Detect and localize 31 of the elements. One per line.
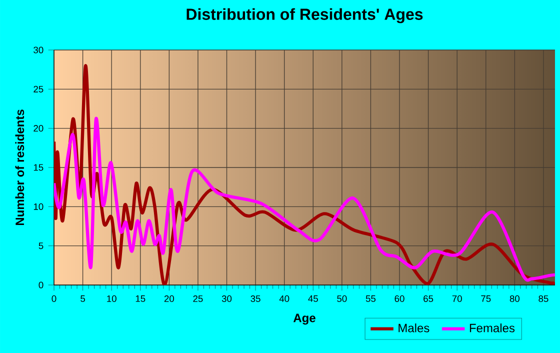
x-tick-label: 25 [193,295,203,302]
y-tick-label: 5 [38,242,44,250]
x-tick-label: 75 [481,295,491,302]
x-tick-label: 40 [279,295,290,302]
x-tick-label: 20 [164,295,174,302]
x-tick-label: 70 [452,295,462,302]
x-axis-title: Age [293,314,316,325]
x-tick-label: 65 [424,295,434,302]
x-tick-label: 10 [107,295,116,302]
chart-title: Distribution of Residents' Ages [186,8,423,24]
x-tick-label: 30 [222,295,232,302]
x-tick-label: 80 [510,295,520,302]
legend-label: Females [470,323,515,332]
legend-label: Males [398,323,430,332]
y-tick-label: 30 [34,46,44,54]
y-tick-label: 20 [34,125,44,132]
x-tick-label: 15 [136,295,146,302]
x-tick-label: 85 [538,295,548,302]
x-tick-label: 55 [366,295,376,302]
x-tick-label: 0 [52,295,56,302]
x-tick-label: 35 [250,295,260,302]
y-tick-label: 25 [34,86,44,92]
x-tick-label: 60 [394,295,404,302]
y-tick-label: 10 [34,203,44,210]
y-axis-title: Number of residents [15,110,24,226]
y-tick-label: 0 [38,282,44,288]
x-tick-label: 50 [337,295,347,302]
line-series [54,117,555,280]
x-tick-label: 5 [80,295,85,302]
y-tick-label: 15 [34,164,44,171]
x-tick-label: 45 [308,295,318,302]
